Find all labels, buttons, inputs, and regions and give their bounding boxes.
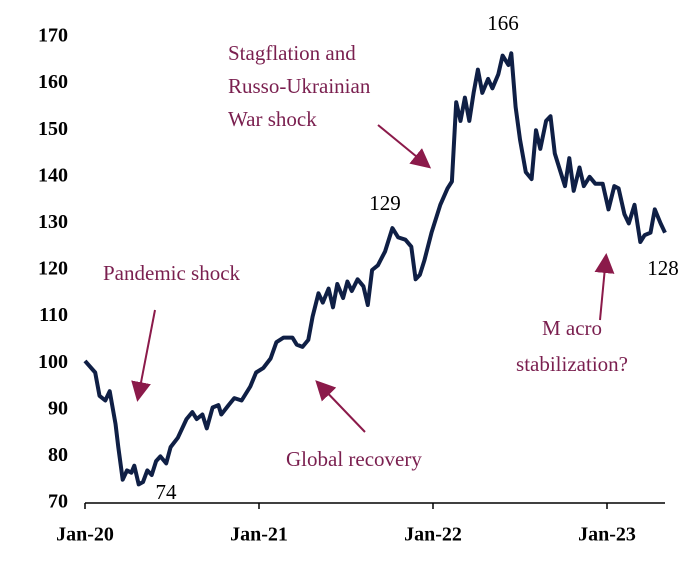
y-tick-label: 90	[48, 397, 68, 419]
x-tick-label: Jan-20	[56, 524, 114, 546]
y-tick-label: 160	[38, 71, 68, 93]
y-tick-label: 120	[38, 258, 68, 280]
arrow	[315, 380, 366, 433]
x-tick-label: Jan-23	[578, 524, 636, 546]
y-tick-label: 110	[39, 304, 68, 326]
arrow	[377, 124, 432, 169]
y-tick-label: 70	[48, 491, 68, 513]
y-tick-label: 80	[48, 444, 68, 466]
data-line	[83, 51, 667, 487]
annotation: Pandemic shock	[103, 261, 241, 285]
x-tick-label: Jan-21	[230, 524, 288, 546]
annotation: War shock	[228, 107, 317, 131]
y-tick-label: 130	[38, 211, 68, 233]
arrow	[594, 253, 615, 321]
annotation: M acro	[542, 316, 602, 340]
x-tick-label: Jan-22	[404, 524, 462, 546]
annotation: Global recovery	[286, 447, 422, 471]
annotation: 74	[156, 480, 178, 504]
arrow	[131, 309, 156, 402]
annotation: Stagflation and	[228, 41, 356, 65]
annotation: stabilization?	[516, 352, 628, 376]
annotation: 128	[647, 256, 679, 280]
annotation: 166	[487, 11, 519, 35]
y-tick-label: 150	[38, 118, 68, 140]
y-tick-label: 140	[38, 164, 68, 186]
annotation: 129	[369, 191, 401, 215]
y-tick-label: 170	[38, 25, 68, 47]
annotation: Russo-Ukrainian	[228, 74, 371, 98]
y-tick-label: 100	[38, 351, 68, 373]
